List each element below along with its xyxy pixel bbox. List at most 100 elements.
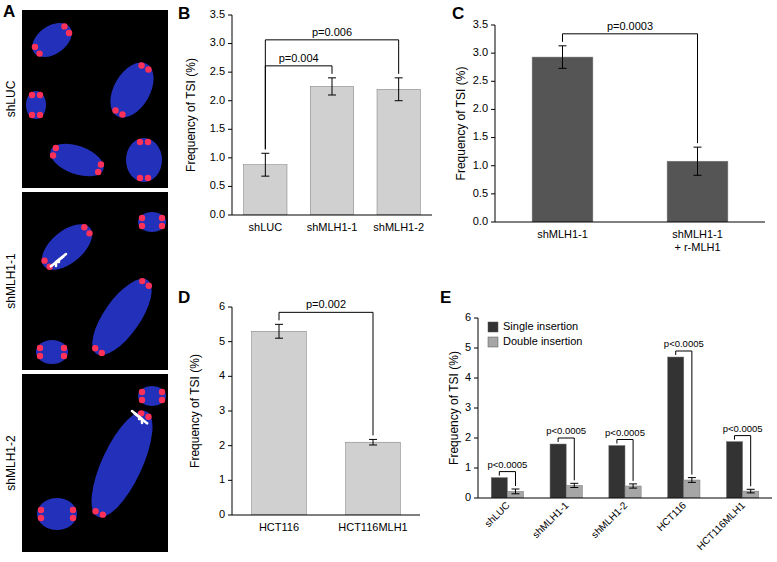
legend-swatch — [488, 322, 498, 332]
telomere-signal — [70, 507, 76, 513]
image-label: shMLH1-2 — [4, 435, 18, 491]
y-tick — [491, 165, 495, 166]
x-axis-line — [232, 515, 420, 516]
telomere-signal — [32, 44, 38, 50]
p-value: p=0.006 — [312, 26, 352, 38]
bar — [550, 444, 566, 498]
significance-bracket — [279, 312, 373, 435]
y-tick — [474, 438, 478, 439]
panel-letter: D — [178, 288, 190, 307]
telomere-signal — [41, 257, 47, 263]
legend-label: Single insertion — [503, 320, 578, 332]
figure: AshLUCshMLH1-1shMLH1-2BFrequency of TSI … — [0, 0, 777, 562]
y-tick-label: 2.0 — [473, 102, 488, 114]
significance-bracket — [499, 472, 515, 486]
y-tick-label: 4 — [465, 371, 471, 383]
significance-bracket — [265, 66, 332, 149]
telomere-signal — [145, 175, 151, 181]
y-tick — [474, 378, 478, 379]
telomere-signal — [159, 389, 165, 395]
error-bar — [369, 439, 377, 445]
x-tick-label: shMLH1-1 — [530, 499, 571, 540]
x-tick-label: shMLH1-2 — [589, 499, 630, 540]
telomere-signal — [37, 353, 43, 359]
telomere-signal — [139, 215, 145, 221]
significance-bracket — [558, 438, 574, 480]
y-axis-line — [495, 25, 496, 222]
chromosome — [101, 55, 162, 125]
bar — [726, 442, 742, 498]
y-tick-label: 1.5 — [210, 122, 225, 134]
y-tick — [228, 480, 232, 481]
x-tick-label: shMLH1-1+ r-MLH1 — [672, 228, 723, 253]
error-bar — [275, 324, 283, 338]
label-line: shMLH1-1 — [537, 228, 588, 240]
error-bar — [688, 478, 696, 483]
label-line: HCT116 — [259, 521, 299, 533]
p-value: p=0.002 — [306, 298, 346, 310]
y-tick-label: 5 — [465, 341, 471, 353]
chromosome — [36, 340, 68, 364]
label-line: shLUC — [249, 221, 283, 233]
error-bar — [629, 484, 637, 488]
panel-letter: E — [440, 288, 451, 307]
y-tick-label: 2 — [219, 439, 225, 451]
chromosome — [138, 212, 166, 232]
telomere-signal — [100, 511, 106, 517]
telomere-signal — [92, 345, 98, 351]
y-tick — [491, 109, 495, 110]
y-tick-label: 3.5 — [210, 8, 225, 20]
y-tick-label: 2.5 — [210, 65, 225, 77]
telomere-signal — [159, 397, 165, 403]
telomere-signal — [70, 515, 76, 521]
x-tick-label: shLUC — [249, 221, 283, 233]
y-tick-label: 1.5 — [473, 130, 488, 142]
bar — [377, 89, 420, 215]
telomere-signal — [145, 139, 151, 145]
plot-area — [244, 78, 421, 215]
arrow-shaft — [134, 413, 148, 424]
error-bar — [570, 483, 578, 487]
y-tick — [228, 43, 232, 44]
label-line: shMLH1-1 — [672, 228, 723, 240]
telomere-signal — [81, 224, 87, 230]
telomere-signal — [139, 278, 145, 284]
y-tick-label: 3.0 — [210, 36, 225, 48]
y-tick-label: 2 — [465, 431, 471, 443]
y-tick-label: 2.5 — [473, 74, 488, 86]
y-axis-line — [232, 15, 233, 215]
legend-swatch — [488, 337, 498, 347]
plot-area — [532, 46, 728, 222]
telomere-signal — [92, 508, 98, 514]
telomere-signal — [139, 397, 145, 403]
label-line: HCT116MLH1 — [338, 521, 408, 533]
telomere-signal — [38, 507, 44, 513]
panel-letter: B — [178, 4, 190, 23]
telomere-signal — [53, 145, 59, 151]
arrow-shaft — [50, 256, 64, 267]
bar — [346, 442, 401, 515]
telomere-signal — [139, 389, 145, 395]
y-tick — [491, 25, 495, 26]
image-background — [22, 192, 168, 370]
y-tick — [228, 157, 232, 158]
telomere-signal — [138, 62, 144, 68]
telomere-signal — [112, 107, 118, 113]
y-tick — [228, 215, 232, 216]
image-content — [34, 212, 166, 364]
significance-bracket — [676, 351, 692, 475]
chromosome — [26, 16, 78, 64]
y-tick-label: 6 — [219, 300, 225, 312]
y-tick — [491, 53, 495, 54]
telomere-signal — [29, 112, 35, 118]
bar — [252, 331, 307, 515]
significance-bracket — [563, 34, 698, 143]
label-line: shMLH1-1 — [307, 221, 358, 233]
y-tick — [228, 341, 232, 342]
significance-bracket — [617, 440, 633, 481]
error-bar — [261, 153, 269, 176]
y-tick-label: 1 — [465, 461, 471, 473]
chromosome — [46, 137, 108, 182]
y-tick — [474, 318, 478, 319]
panel-letter: C — [452, 4, 464, 23]
